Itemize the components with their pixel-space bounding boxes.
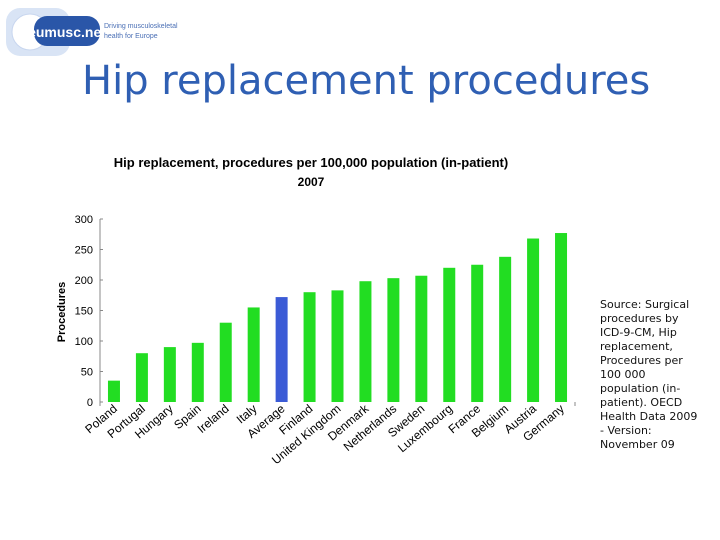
bar-portugal <box>135 353 148 402</box>
bar-spain <box>191 342 204 402</box>
bar-belgium <box>499 256 512 402</box>
y-tick-label: 50 <box>81 367 93 379</box>
bar-denmark <box>359 281 372 402</box>
y-tick-label: 100 <box>75 336 93 348</box>
logo-name: eumusc.net <box>28 24 106 40</box>
chart-subtitle: 2007 <box>298 175 325 189</box>
y-tick-label: 150 <box>75 306 93 318</box>
eumusc-logo: eumusc.net Driving musculoskeletal healt… <box>6 8 178 56</box>
chart-title: Hip replacement, procedures per 100,000 … <box>114 155 508 170</box>
bar-finland <box>303 292 316 402</box>
bar-italy <box>247 307 260 402</box>
y-tick-label: 250 <box>75 245 93 257</box>
source-note: Source: Surgical procedures by ICD-9-CM,… <box>600 298 698 451</box>
y-tick-label: 200 <box>75 275 93 287</box>
bar-average <box>275 297 288 402</box>
bar-poland <box>107 380 120 402</box>
bar-luxembourg <box>443 267 456 402</box>
logo-tagline-2: health for Europe <box>104 33 158 40</box>
bar-germany <box>555 233 568 402</box>
slide-title: Hip replacement procedures <box>82 58 651 104</box>
bar-hungary <box>163 347 176 402</box>
bar-ireland <box>219 322 232 402</box>
logo-tagline-1: Driving musculoskeletal <box>104 23 178 30</box>
x-tick-label: Ireland <box>195 402 232 436</box>
bar-austria <box>527 238 540 402</box>
y-axis-label: Procedures <box>56 282 68 343</box>
y-tick-label: 0 <box>87 397 93 409</box>
bar-netherlands <box>387 278 400 402</box>
y-tick-label: 300 <box>75 214 93 226</box>
bar-united-kingdom <box>331 290 344 402</box>
bar-sweden <box>415 275 428 402</box>
bar-france <box>471 264 484 402</box>
